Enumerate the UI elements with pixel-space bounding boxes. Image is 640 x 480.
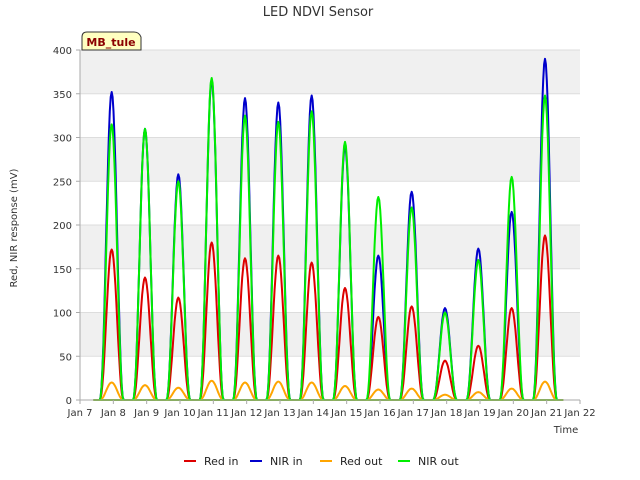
series-peak [332,385,358,401]
series-peak [332,140,358,401]
series-peak [265,120,292,401]
y-tick-label: 250 [53,177,72,188]
tick-labels: 0 50 100 150 200 250 300 350 400 Jan 7 Jan 8 Jan 9 J… [53,46,596,419]
series-peak [498,307,525,401]
series-peak [532,234,558,401]
x-axis-label: Time [553,425,578,436]
chart-title: LED NDVI Sensor [263,5,374,20]
series-peak [198,77,225,401]
y-tick-label: 350 [53,90,72,101]
x-tick-label: Jan 19 [463,408,495,419]
x-tick-label: Jan 10 [163,408,195,419]
x-tick-label: Jan 17 [397,408,429,419]
series-peak [198,241,225,401]
series-peak [432,311,458,401]
plot-band [80,225,580,269]
series-peak [166,386,191,401]
series-peak [98,123,125,401]
series-peak [466,391,491,401]
series-peak [432,359,458,401]
x-tick-label: Jan 21 [530,408,562,419]
series-peak [299,381,324,401]
legend-label: NIR out [418,455,459,468]
series-peak [365,315,391,401]
series-peak [232,257,258,401]
series-peak [132,276,158,401]
y-tick-label: 150 [53,265,72,276]
y-tick-label: 100 [53,309,72,320]
y-tick-label: 0 [66,396,72,407]
legend-label: NIR in [270,455,303,468]
x-tick-label: Jan 15 [330,408,362,419]
series-peak [165,180,192,401]
series-peak [465,344,491,401]
x-tick-label: Jan 14 [297,408,329,419]
plot-band [80,50,580,94]
series-peak [165,296,192,401]
series-peak [332,287,358,401]
plot-band [80,356,580,400]
y-tick-label: 50 [59,352,72,363]
x-tick-label: Jan 7 [67,408,93,419]
series-peak [232,114,258,401]
x-tick-label: Jan 12 [230,408,262,419]
series-peak [232,381,258,401]
x-tick-label: Jan 9 [133,408,159,419]
series-peak [498,175,525,401]
series-peak [132,384,158,401]
series-peak [532,380,558,401]
site-badge-label: MB_tule [86,36,135,49]
site-badge: MB_tule [81,31,142,51]
series-peak [266,380,291,401]
series-peak [199,379,224,401]
plot-band [80,312,580,357]
series-peak [265,254,292,401]
legend: Red in NIR in Red out NIR out [184,455,459,468]
series-peak [399,387,424,401]
y-tick-label: 200 [53,221,72,232]
x-tick-label: Jan 18 [430,408,462,419]
plot-band [80,268,580,313]
series-peak [366,388,391,401]
series-peak [532,94,558,401]
series-peak [298,261,325,401]
y-tick-label: 400 [53,46,72,57]
x-tick-label: Jan 13 [263,408,295,419]
legend-label: Red out [340,455,383,468]
x-tick-label: Jan 8 [100,408,126,419]
series-peak [465,259,492,401]
legend-label: Red in [204,455,238,468]
plot-band [80,137,580,182]
series-peak [98,248,125,401]
x-tick-label: Jan 20 [497,408,529,419]
plot-band [80,181,580,225]
series-peak [298,110,325,401]
series-peak [398,206,425,401]
series-peak [132,127,158,401]
series-peak [365,196,392,401]
series-peak [398,305,425,401]
series-peak [499,387,524,401]
site-badge-box [81,31,142,51]
x-tick-label: Jan 22 [563,408,595,419]
series-peak [99,381,124,401]
plot-band [80,93,580,138]
x-tick-label: Jan 11 [197,408,229,419]
x-tick-label: Jan 16 [363,408,395,419]
y-tick-label: 300 [53,134,72,145]
series-peak [432,393,458,401]
plot-bands [80,50,580,400]
y-axis-label: Red, NIR response (mV) [9,168,20,287]
